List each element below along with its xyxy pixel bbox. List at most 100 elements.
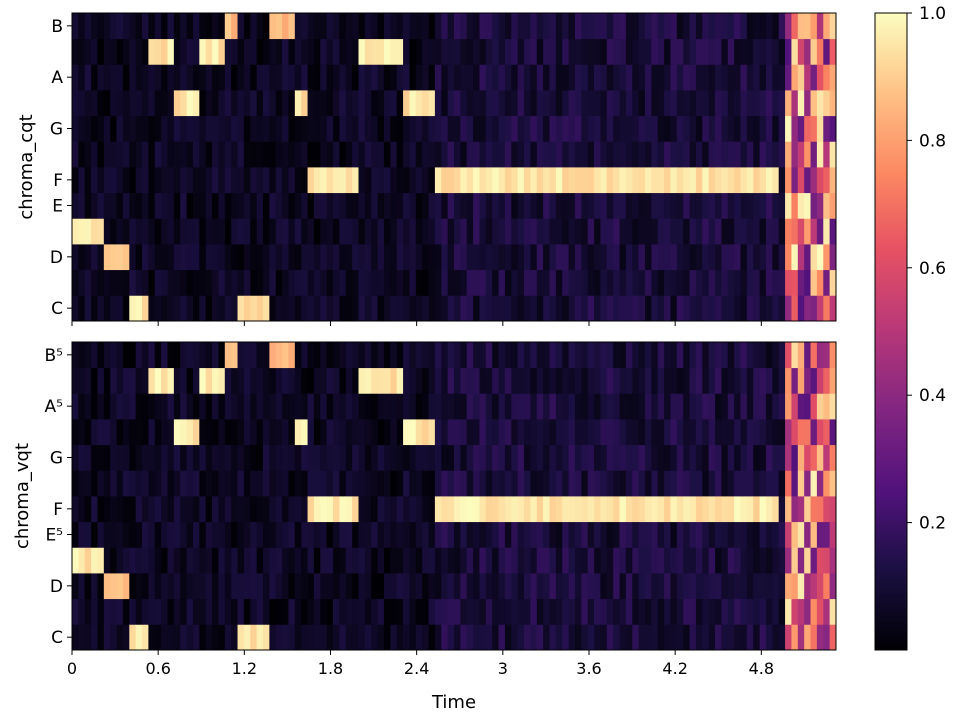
heatmap-cell	[772, 598, 780, 625]
heatmap-cell	[734, 470, 741, 497]
heatmap-cell	[333, 598, 340, 625]
heatmap-cell	[199, 38, 207, 65]
heatmap-cell	[485, 218, 493, 245]
heatmap-cell	[555, 444, 563, 471]
heatmap-cell	[810, 244, 818, 271]
heatmap-cell	[97, 13, 105, 40]
heatmap-cell	[772, 295, 780, 322]
heatmap-cell	[473, 141, 480, 168]
heatmap-cell	[498, 192, 506, 219]
heatmap-cell	[645, 470, 652, 497]
heatmap-cell	[454, 13, 461, 40]
heatmap-cell	[810, 13, 818, 40]
heatmap-cell	[434, 624, 442, 651]
heatmap-cell	[632, 167, 640, 194]
heatmap-cell	[301, 419, 308, 446]
heatmap-cell	[243, 90, 251, 117]
heatmap-cell	[600, 496, 608, 523]
heatmap-cell	[530, 547, 538, 574]
heatmap-cell	[568, 342, 576, 369]
heatmap-cell	[543, 547, 550, 574]
heatmap-cell	[263, 342, 270, 369]
heatmap-cell	[606, 419, 614, 446]
heatmap-cell	[651, 521, 659, 548]
heatmap-cell	[396, 13, 404, 40]
heatmap-cell	[676, 115, 684, 142]
heatmap-cell	[727, 269, 735, 296]
heatmap-cell	[275, 470, 283, 497]
heatmap-cell	[148, 573, 156, 600]
heatmap-cell	[479, 547, 487, 574]
heatmap-cell	[122, 419, 130, 446]
heatmap-cell	[192, 38, 200, 65]
heatmap-cell	[473, 13, 480, 40]
heatmap-cell	[785, 218, 792, 245]
heatmap-cell	[708, 547, 716, 574]
heatmap-cell	[428, 64, 436, 91]
heatmap-cell	[352, 342, 359, 369]
heatmap-cell	[142, 598, 149, 625]
heatmap-cell	[364, 547, 372, 574]
heatmap-cell	[142, 167, 149, 194]
heatmap-cell	[434, 393, 442, 420]
heatmap-cell	[78, 521, 86, 548]
heatmap-cell	[791, 393, 799, 420]
heatmap-cell	[78, 393, 86, 420]
heatmap-cell	[734, 141, 741, 168]
heatmap-cell	[536, 269, 544, 296]
y-tick-label: B	[51, 17, 63, 37]
heatmap-cell	[695, 167, 703, 194]
heatmap-cell	[231, 90, 238, 117]
heatmap-cell	[78, 547, 86, 574]
heatmap-cell	[218, 295, 226, 322]
heatmap-cell	[721, 64, 729, 91]
heatmap-cell	[224, 342, 232, 369]
heatmap-cell	[721, 470, 729, 497]
heatmap-cell	[263, 38, 270, 65]
heatmap-cell	[492, 624, 499, 651]
heatmap-cell	[129, 244, 137, 271]
heatmap-cell	[581, 115, 589, 142]
heatmap-cell	[199, 444, 207, 471]
heatmap-cell	[205, 167, 213, 194]
heatmap-cell	[269, 269, 277, 296]
heatmap-cell	[524, 367, 531, 394]
heatmap-cell	[600, 367, 608, 394]
heatmap-cell	[765, 38, 773, 65]
heatmap-cell	[740, 573, 748, 600]
heatmap-cell	[574, 167, 582, 194]
heatmap-cell	[765, 115, 773, 142]
heatmap-cell	[320, 547, 328, 574]
heatmap-cell	[135, 244, 143, 271]
heatmap-cell	[664, 141, 671, 168]
heatmap-cell	[263, 141, 270, 168]
heatmap-cell	[345, 13, 353, 40]
heatmap-cell	[301, 521, 308, 548]
heatmap-cell	[173, 547, 181, 574]
heatmap-cell	[613, 496, 620, 523]
heatmap-cell	[594, 521, 601, 548]
heatmap-cell	[734, 598, 741, 625]
heatmap-cell	[390, 342, 398, 369]
heatmap-bottom-ylabel: chroma_vqt	[12, 443, 33, 549]
heatmap-cell	[625, 244, 633, 271]
heatmap-cell	[562, 444, 569, 471]
heatmap-cell	[549, 624, 557, 651]
heatmap-cell	[135, 598, 143, 625]
heatmap-cell	[415, 444, 423, 471]
heatmap-cell	[148, 444, 156, 471]
heatmap-cell	[301, 295, 308, 322]
heatmap-cell	[180, 521, 187, 548]
heatmap-cell	[676, 64, 684, 91]
heatmap-cell	[485, 393, 493, 420]
heatmap-cell	[333, 419, 340, 446]
heatmap-cell	[434, 115, 442, 142]
heatmap-cell	[142, 218, 149, 245]
heatmap-cell	[294, 141, 302, 168]
heatmap-cell	[78, 342, 86, 369]
heatmap-cell	[657, 141, 665, 168]
heatmap-cell	[269, 419, 277, 446]
heatmap-cell	[103, 598, 111, 625]
heatmap-cell	[530, 444, 538, 471]
y-tick-label: A⁵	[45, 397, 63, 417]
